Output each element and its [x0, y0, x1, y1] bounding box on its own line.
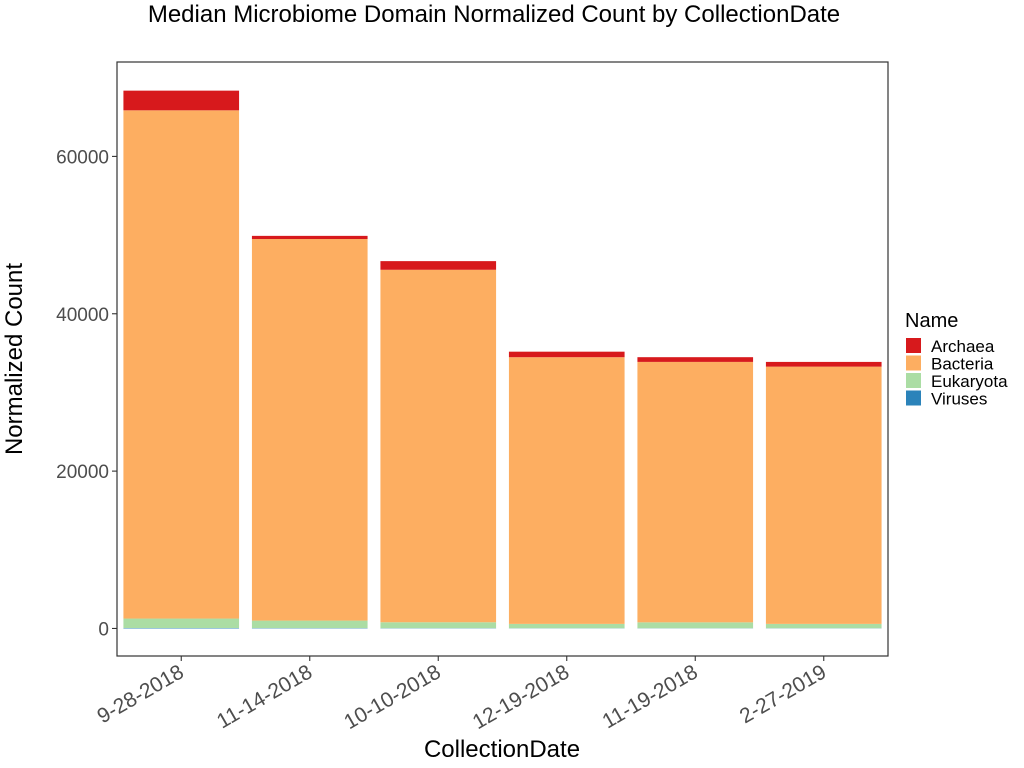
bar-segment-archaea-1 [123, 90, 240, 111]
legend-title: Name [905, 310, 958, 332]
x-tick-label: 12-19-2018 [469, 660, 574, 734]
x-tick-label: 11-19-2018 [599, 660, 702, 733]
bar-segment-archaea-4 [508, 351, 625, 358]
bar-segment-archaea-3 [380, 261, 497, 270]
x-tick-label: 9-28-2018 [93, 660, 187, 728]
x-axis: 9-28-2018 11-14-2018 10-10-2018 12-19-2018 1… [93, 656, 830, 734]
bar-segment-archaea-2 [251, 235, 368, 240]
bar-segment-bacteria-2 [251, 239, 368, 621]
legend-label-bacteria: Bacteria [931, 355, 994, 374]
x-axis-title: CollectionDate [424, 736, 580, 763]
y-axis-title: Normalized Count [1, 263, 28, 455]
bar-segment-archaea-6 [765, 361, 882, 367]
bar-segment-bacteria-6 [765, 366, 882, 624]
legend-label-viruses: Viruses [931, 390, 987, 409]
legend-label-archaea: Archaea [931, 337, 995, 356]
bar-segment-bacteria-5 [637, 361, 754, 623]
bar-segment-bacteria-4 [508, 357, 625, 624]
x-tick-label: 11-14-2018 [213, 660, 316, 733]
y-tick-label: 20000 [56, 462, 109, 483]
bar-segment-eukaryota-1 [123, 618, 240, 628]
x-tick-label: 2-27-2019 [736, 660, 830, 728]
y-axis: 0 20000 40000 60000 [56, 147, 117, 640]
legend-key-archaea [906, 338, 921, 353]
bar-segment-archaea-5 [637, 357, 754, 362]
y-tick-label: 60000 [56, 147, 109, 168]
bar-segment-eukaryota-6 [765, 623, 882, 629]
legend-key-bacteria [906, 355, 921, 371]
legend-key-viruses [906, 390, 921, 406]
bar-segment-eukaryota-5 [637, 622, 754, 629]
bar-segment-bacteria-3 [380, 269, 497, 623]
legend-label-eukaryota: Eukaryota [931, 372, 1008, 391]
bar-segment-bacteria-1 [123, 110, 240, 619]
x-tick-label: 10-10-2018 [340, 660, 445, 734]
legend-key-eukaryota [906, 373, 921, 388]
plot-area [123, 90, 882, 629]
bar-segment-eukaryota-2 [251, 620, 368, 629]
plot-panel-border [116, 61, 889, 657]
bar-segment-eukaryota-4 [508, 623, 625, 629]
y-tick-label: 40000 [56, 305, 109, 326]
chart-title: Median Microbiome Domain Normalized Coun… [148, 1, 840, 28]
bar-segment-eukaryota-3 [380, 622, 497, 629]
y-tick-label: 0 [98, 619, 109, 640]
